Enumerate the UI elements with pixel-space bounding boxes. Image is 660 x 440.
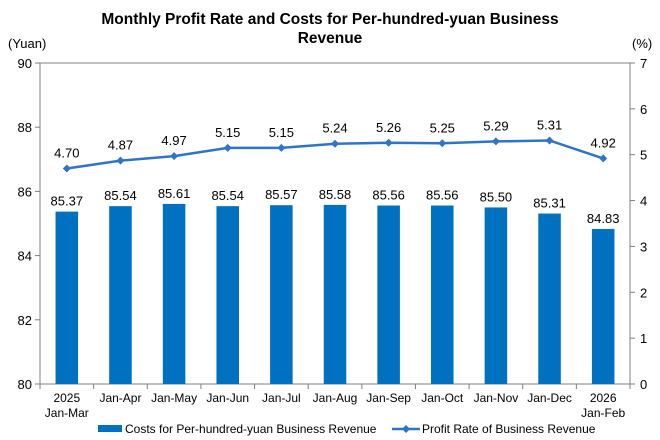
bar <box>109 206 132 384</box>
x-axis-category-label: Jan-Dec <box>527 391 572 405</box>
bar-data-label: 85.54 <box>104 188 137 203</box>
x-axis-category-label: 2026 <box>590 391 617 405</box>
bar-data-label: 85.31 <box>533 196 566 211</box>
bar-data-label: 85.54 <box>211 188 244 203</box>
line-marker <box>62 164 71 173</box>
right-axis-tick-label: 5 <box>640 148 647 163</box>
left-axis-tick-label: 82 <box>18 313 32 328</box>
legend: Costs for Per-hundred-yuan Business Reve… <box>98 422 596 436</box>
x-axis-category-label: 2025 <box>53 391 80 405</box>
bar <box>270 205 293 384</box>
bar-data-label: 85.58 <box>319 187 352 202</box>
right-axis-tick-label: 2 <box>640 285 647 300</box>
bar-data-label: 85.37 <box>51 194 84 209</box>
line-data-label: 5.29 <box>483 118 508 133</box>
bar <box>538 213 561 384</box>
bar <box>591 228 615 384</box>
line-marker <box>331 139 339 148</box>
right-axis-tick-label: 3 <box>640 239 647 254</box>
x-axis-category-label: Jan-Nov <box>474 391 519 405</box>
line-marker <box>545 136 554 145</box>
left-axis-tick-label: 86 <box>18 184 32 199</box>
x-axis-category-label: Jan-Sep <box>366 391 411 405</box>
line-data-label: 5.25 <box>430 120 455 135</box>
line-data-label: 4.70 <box>54 145 79 160</box>
bar <box>55 211 79 384</box>
bar-data-label: 84.83 <box>587 211 620 226</box>
x-axis-category-label: Jan-May <box>151 391 197 405</box>
line-marker <box>438 139 447 148</box>
line-series <box>62 136 608 173</box>
right-axis-tick-label: 1 <box>640 331 647 346</box>
right-axis-tick-label: 7 <box>640 56 647 71</box>
line-marker <box>491 137 500 146</box>
bar <box>216 206 239 384</box>
line-marker <box>223 143 232 152</box>
line-marker <box>384 138 393 147</box>
x-axis-category-label: Jan-Jun <box>206 391 249 405</box>
line-data-label: 5.24 <box>322 121 347 136</box>
bar <box>162 203 186 384</box>
legend-bar-swatch <box>98 425 122 432</box>
line-data-label: 5.31 <box>537 117 562 132</box>
line-marker <box>116 156 125 165</box>
line-marker <box>170 152 179 161</box>
legend-line-label: Profit Rate of Business Revenue <box>422 422 596 436</box>
x-axis-category-label: Jan-Mar <box>45 406 89 420</box>
line-data-label: 4.92 <box>591 135 616 150</box>
bar <box>484 207 508 384</box>
chart-title: Monthly Profit Rate and Costs for Per-hu… <box>101 11 558 47</box>
line-data-label: 5.15 <box>269 125 294 140</box>
bar-data-label: 85.56 <box>426 188 459 203</box>
line-data-label: 5.15 <box>215 125 240 140</box>
x-axis-category-label: Jan-Aug <box>313 391 358 405</box>
line-data-label: 4.87 <box>108 138 133 153</box>
line-marker <box>599 154 608 163</box>
bar-data-label: 85.61 <box>158 186 191 201</box>
bar-series <box>55 203 615 384</box>
left-axis-tick-label: 88 <box>18 120 32 135</box>
bar <box>377 205 400 384</box>
right-axis-tick-label: 6 <box>640 102 647 117</box>
left-axis-tick-label: 84 <box>18 249 32 264</box>
bar <box>431 205 454 384</box>
line-data-label: 4.97 <box>161 133 186 148</box>
bar-data-label: 85.50 <box>480 189 513 204</box>
legend-line-marker <box>402 425 410 433</box>
x-axis-category-label: Jan-Feb <box>581 406 625 420</box>
bar-data-label: 85.56 <box>372 188 405 203</box>
x-axis-category-label: Jan-Jul <box>262 391 301 405</box>
x-axis-category-label: Jan-Oct <box>421 391 464 405</box>
right-axis-tick-label: 4 <box>640 194 647 209</box>
left-axis-tick-label: 80 <box>18 377 32 392</box>
bar-data-label: 85.57 <box>265 187 298 202</box>
chart-title-line: Monthly Profit Rate and Costs for Per-hu… <box>101 11 558 28</box>
line-marker <box>277 143 286 152</box>
line-data-label: 5.26 <box>376 120 401 135</box>
chart-title-line: Revenue <box>298 30 363 47</box>
left-axis-unit: (Yuan) <box>8 36 46 51</box>
bar <box>323 204 347 384</box>
x-axis-category-label: Jan-Apr <box>99 391 141 405</box>
left-axis-tick-label: 90 <box>18 56 32 71</box>
right-axis-unit: (%) <box>632 36 652 51</box>
right-axis-tick-label: 0 <box>640 377 647 392</box>
legend-bar-label: Costs for Per-hundred-yuan Business Reve… <box>125 422 377 436</box>
